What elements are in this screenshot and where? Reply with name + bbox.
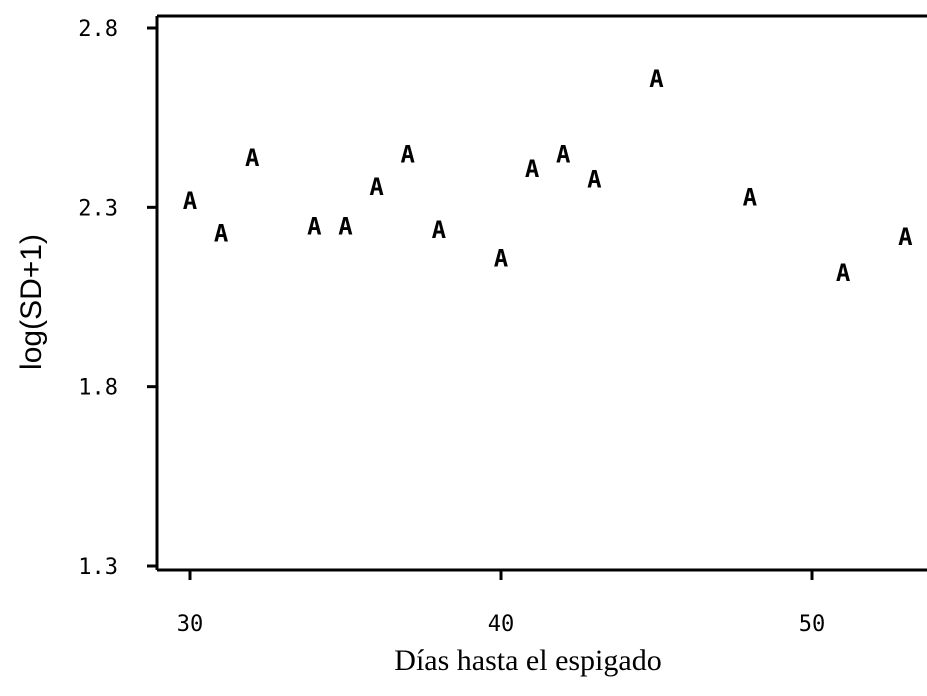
data-point: A [432, 216, 447, 244]
data-point: A [400, 141, 415, 169]
x-tick-label: 50 [799, 612, 826, 637]
x-tick-label: 30 [177, 612, 204, 637]
y-axis-label: log(SD+1) [15, 234, 48, 370]
x-axis-label: Días hasta el espigado [394, 644, 661, 677]
data-point: A [525, 155, 540, 183]
data-point: A [494, 245, 509, 273]
data-point: A [338, 212, 353, 240]
axes [155, 14, 927, 572]
y-tick-label: 2.8 [78, 17, 118, 42]
data-point: A [649, 65, 664, 93]
data-point: A [214, 219, 229, 247]
y-tick-label: 1.3 [78, 555, 118, 580]
data-point: A [245, 144, 260, 172]
y-tick-label: 2.3 [78, 196, 118, 221]
data-point: A [556, 141, 571, 169]
data-point: A [369, 173, 384, 201]
y-tick-label: 1.8 [78, 376, 118, 401]
x-ticks: 30 40 50 [177, 570, 826, 637]
y-ticks: 1.3 1.8 2.3 2.8 [78, 17, 157, 580]
data-point: A [836, 259, 851, 287]
data-point: A [183, 187, 198, 215]
x-tick-label: 40 [488, 612, 515, 637]
data-point: A [587, 166, 602, 194]
data-point: A [307, 212, 322, 240]
data-point: A [743, 184, 758, 212]
data-point: A [898, 223, 913, 251]
